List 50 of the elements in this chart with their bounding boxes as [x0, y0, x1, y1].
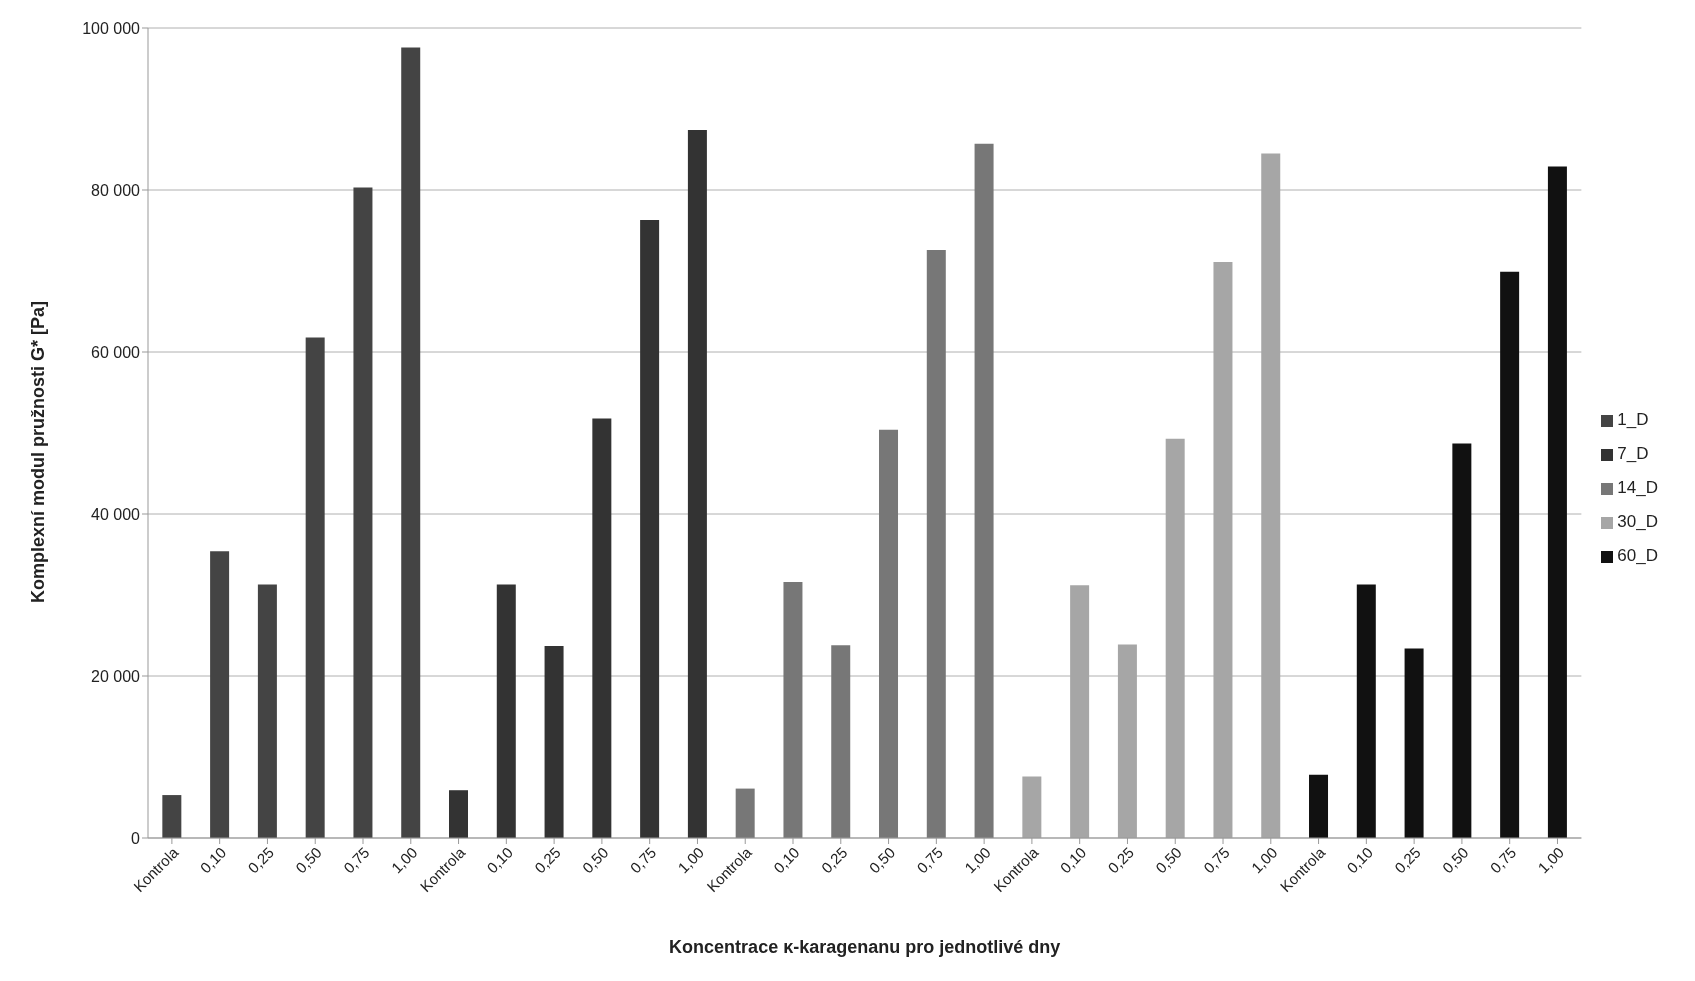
x-tick-label: 0,10	[1343, 843, 1377, 877]
bar	[496, 584, 516, 838]
bar	[1022, 776, 1042, 838]
y-tick-label: 20 000	[91, 667, 141, 685]
bar	[401, 47, 421, 838]
legend-label: 14_D	[1617, 478, 1658, 497]
x-axis-title: Koncentrace κ-karagenanu pro jednotlivé dny	[669, 937, 1061, 957]
x-tick-label: 0,50	[292, 843, 325, 877]
y-tick-label: 40 000	[91, 505, 141, 523]
bar	[1452, 443, 1472, 838]
bar	[783, 582, 803, 838]
x-tick-label: 0,10	[483, 843, 516, 877]
bar	[544, 646, 564, 838]
x-tick-label: 1,00	[674, 843, 708, 877]
x-tick-label: 0,50	[1438, 843, 1472, 877]
x-tick-label: 1,00	[1534, 843, 1568, 877]
y-tick-label: 80 000	[91, 181, 141, 199]
bar	[257, 584, 277, 838]
y-tick-label: 100 000	[82, 19, 141, 37]
bar	[162, 795, 182, 838]
bar	[1404, 648, 1424, 838]
bar	[879, 429, 899, 838]
bar	[1356, 584, 1376, 838]
bar	[926, 249, 946, 838]
x-tick-label: 0,50	[578, 843, 612, 877]
x-tick-label: 0,10	[1056, 843, 1090, 877]
x-tick-label: 0,50	[1152, 843, 1185, 877]
bar	[640, 219, 660, 838]
legend-label: 7_D	[1617, 444, 1649, 463]
y-tick-label: 60 000	[91, 343, 141, 361]
x-tick-label: 0,10	[769, 843, 803, 877]
bar	[1500, 271, 1520, 838]
bar	[210, 551, 230, 838]
bar	[449, 790, 469, 838]
y-tick-label: 0	[131, 829, 141, 847]
bar	[831, 645, 851, 838]
y-axis-title: Komplexní modul pružnosti G* [Pa]	[28, 300, 49, 603]
legend-label: 1_D	[1617, 410, 1649, 429]
bar	[1309, 774, 1329, 838]
bar	[687, 130, 707, 838]
bar	[592, 418, 612, 838]
legend-label: 30_D	[1617, 512, 1658, 531]
bar	[305, 337, 325, 838]
bar	[353, 187, 373, 838]
legend-label: 60_D	[1617, 546, 1658, 565]
bar	[735, 788, 755, 838]
bar	[974, 143, 994, 838]
bar	[1547, 166, 1567, 838]
x-tick-label: 0,10	[196, 843, 230, 877]
x-tick-label: 0,50	[865, 843, 899, 877]
